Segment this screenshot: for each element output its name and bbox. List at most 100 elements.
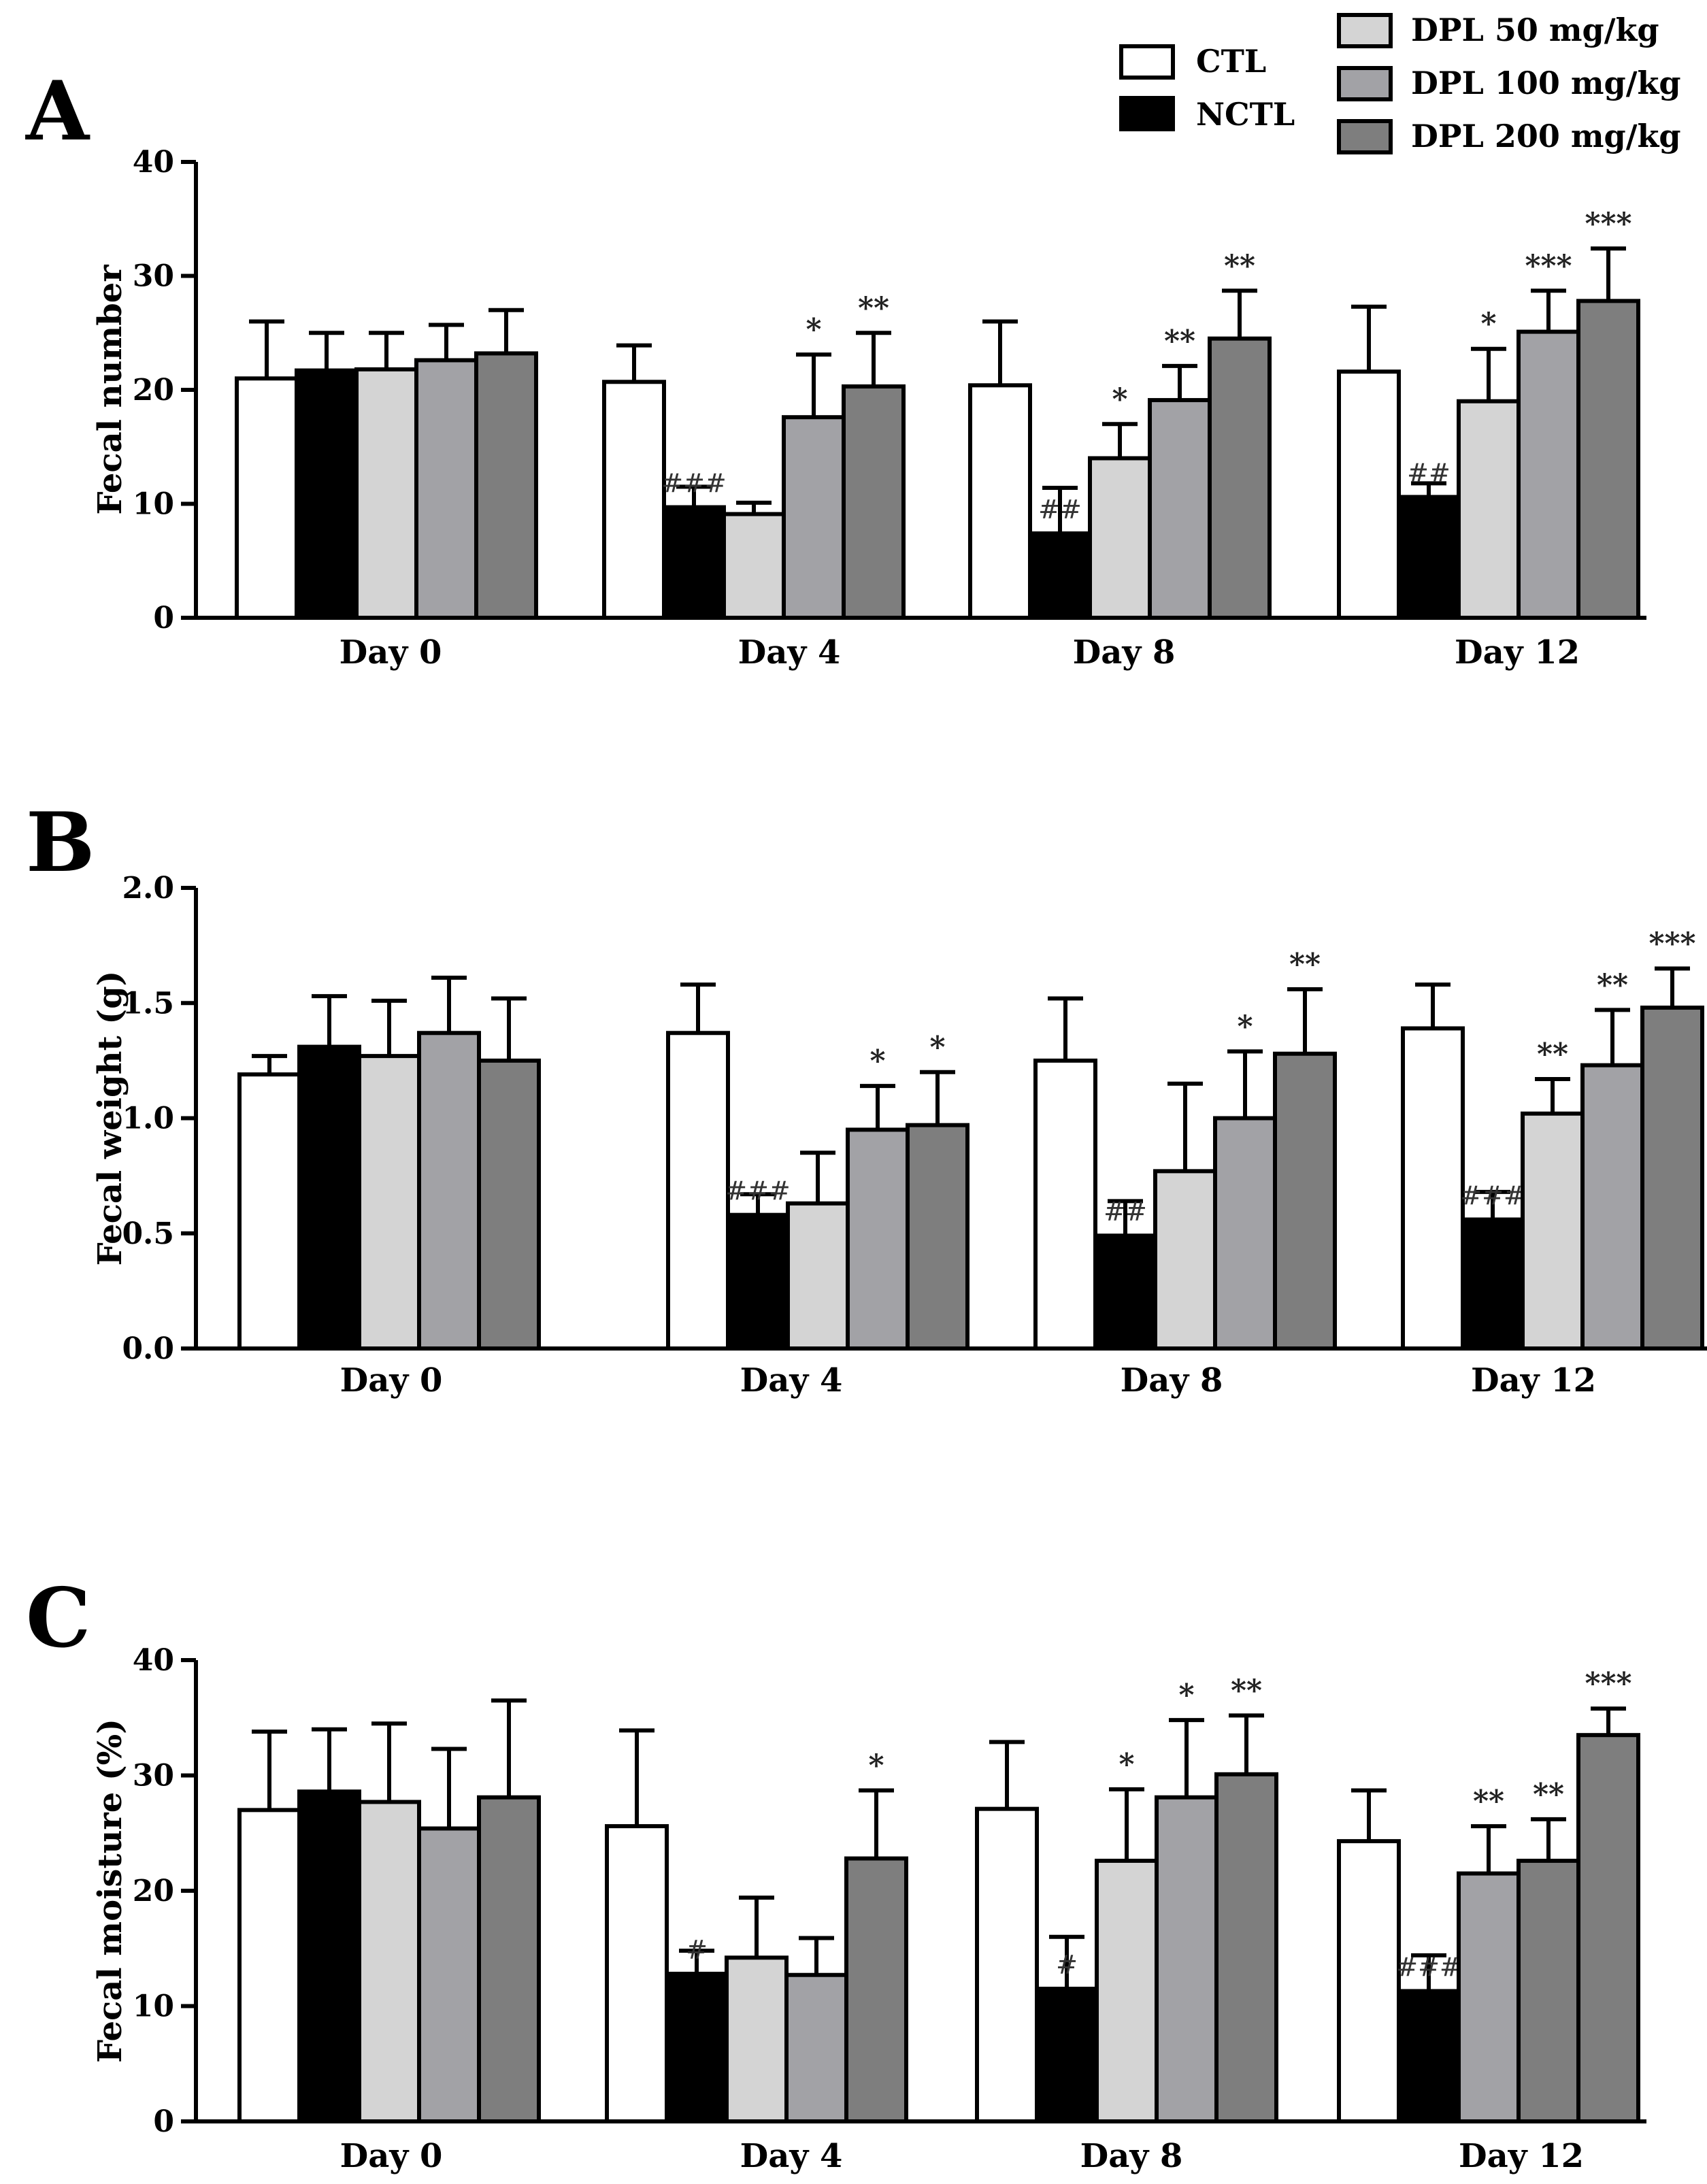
significance-annotation: ** <box>1473 1784 1504 1819</box>
bar <box>1088 456 1152 620</box>
bar <box>665 1972 729 2124</box>
x-category-label: Day 0 <box>339 633 442 672</box>
legend-swatch-dpl200 <box>1337 119 1393 154</box>
y-tick-label: 30 <box>133 1759 174 1793</box>
bar <box>1337 1839 1401 2123</box>
bar <box>1208 336 1272 620</box>
bar <box>357 1054 421 1351</box>
bar <box>722 512 786 621</box>
legend: CTL NCTL DPL 50 mg/kg DPL 100 mg/kg DPL … <box>1119 12 1681 154</box>
panel-label: B <box>26 795 95 891</box>
significance-annotation: * <box>1237 1009 1253 1044</box>
bar <box>1397 1989 1461 2124</box>
bar <box>237 1808 301 2124</box>
bar <box>1155 1795 1219 2124</box>
significance-annotation: ** <box>1231 1673 1262 1708</box>
bar <box>1517 329 1580 620</box>
bar <box>1576 1733 1640 2124</box>
hash-annotation: ### <box>725 1176 791 1206</box>
significance-annotation: ** <box>1164 324 1195 359</box>
y-tick-label: 10 <box>133 1989 174 2024</box>
bar <box>295 368 359 621</box>
significance-annotation: ** <box>858 291 889 325</box>
y-tick-label: 20 <box>133 373 174 408</box>
y-tick-label: 0 <box>153 601 174 635</box>
hash-annotation: ### <box>1396 1952 1461 1982</box>
bar <box>1148 398 1212 620</box>
bar <box>605 1824 669 2124</box>
significance-annotation: ** <box>1597 967 1628 1002</box>
legend-label-nctl: NCTL <box>1196 96 1295 133</box>
legend-swatch-dpl100 <box>1337 66 1393 101</box>
bar <box>662 505 726 621</box>
bar <box>1095 1858 1159 2123</box>
significance-annotation: * <box>869 1044 885 1078</box>
x-category-label: Day 12 <box>1459 2137 1584 2175</box>
y-tick-label: 2.0 <box>122 871 174 906</box>
legend-swatch-dpl50 <box>1337 13 1393 48</box>
x-category-label: Day 12 <box>1471 1361 1596 1400</box>
significance-annotation: ** <box>1533 1777 1564 1812</box>
panel-label: A <box>25 63 90 159</box>
x-category-label: Day 4 <box>740 2137 843 2175</box>
bar <box>235 376 299 620</box>
legend-label-dpl100: DPL 100 mg/kg <box>1411 65 1681 101</box>
significance-annotation: * <box>1112 382 1127 416</box>
bar <box>1035 1987 1099 2123</box>
bar <box>1213 1116 1277 1351</box>
legend-label-dpl50: DPL 50 mg/kg <box>1411 12 1659 48</box>
significance-annotation: *** <box>1585 1666 1631 1701</box>
hash-annotation: ### <box>661 469 727 499</box>
bar <box>1033 1058 1097 1351</box>
bar <box>417 1826 481 2123</box>
significance-annotation: ** <box>1224 248 1255 283</box>
bar <box>297 1789 361 2123</box>
bar <box>1397 495 1461 621</box>
panel-c: C 0 10 20 30 40 Fecal moisture (%) Day 0 Day 4 Da… <box>26 1570 1646 2175</box>
y-axis-label: Fecal moisture (%) <box>91 1719 129 2063</box>
bar <box>784 1972 848 2124</box>
significance-annotation: ** <box>1537 1037 1568 1072</box>
bar <box>1576 299 1640 620</box>
bar <box>906 1123 969 1351</box>
significance-annotation: ** <box>1289 947 1321 982</box>
hash-annotation: ## <box>1104 1197 1147 1227</box>
bar <box>357 1800 421 2124</box>
bar <box>414 358 478 620</box>
bar <box>726 1212 790 1351</box>
bar <box>297 1044 361 1351</box>
bar <box>968 383 1032 620</box>
bar <box>1521 1111 1585 1351</box>
y-tick-label: 20 <box>133 1874 174 1908</box>
hash-annotation: # <box>1056 1950 1078 1980</box>
significance-annotation: * <box>1118 1747 1134 1782</box>
x-category-label: Day 4 <box>740 1361 843 1400</box>
significance-annotation: * <box>929 1030 945 1065</box>
bar <box>237 1072 301 1351</box>
bar <box>1153 1169 1217 1351</box>
significance-annotation: *** <box>1648 926 1695 961</box>
bar <box>844 1856 908 2124</box>
y-tick-label: 30 <box>133 259 174 294</box>
y-tick-label: 1.0 <box>122 1102 174 1136</box>
x-category-label: Day 12 <box>1455 633 1580 672</box>
bar <box>602 380 666 621</box>
legend-swatch-nctl <box>1119 96 1175 131</box>
panel-b: B 0.0 0.5 1.0 1.5 2.0 Fecal weight (g) Day 0 Day… <box>26 795 1707 1400</box>
bar <box>1457 399 1521 620</box>
bar <box>1214 1772 1278 2123</box>
hash-annotation: ## <box>1407 458 1451 488</box>
panel-a: A 0 10 20 30 40 Fecal number Day 0 Day 4 Day 8 Day… <box>25 63 1646 672</box>
bar <box>474 351 538 621</box>
hash-annotation: ## <box>1038 495 1082 525</box>
y-tick-label: 40 <box>133 1643 174 1678</box>
bar <box>725 1955 789 2124</box>
legend-swatch-ctl <box>1119 44 1175 80</box>
bar <box>477 1795 541 2124</box>
y-tick-label: 1.5 <box>122 986 174 1021</box>
y-tick-label: 0.0 <box>122 1331 174 1366</box>
bar <box>1457 1871 1521 2123</box>
bar <box>786 1201 850 1351</box>
panel-label: C <box>26 1570 91 1666</box>
